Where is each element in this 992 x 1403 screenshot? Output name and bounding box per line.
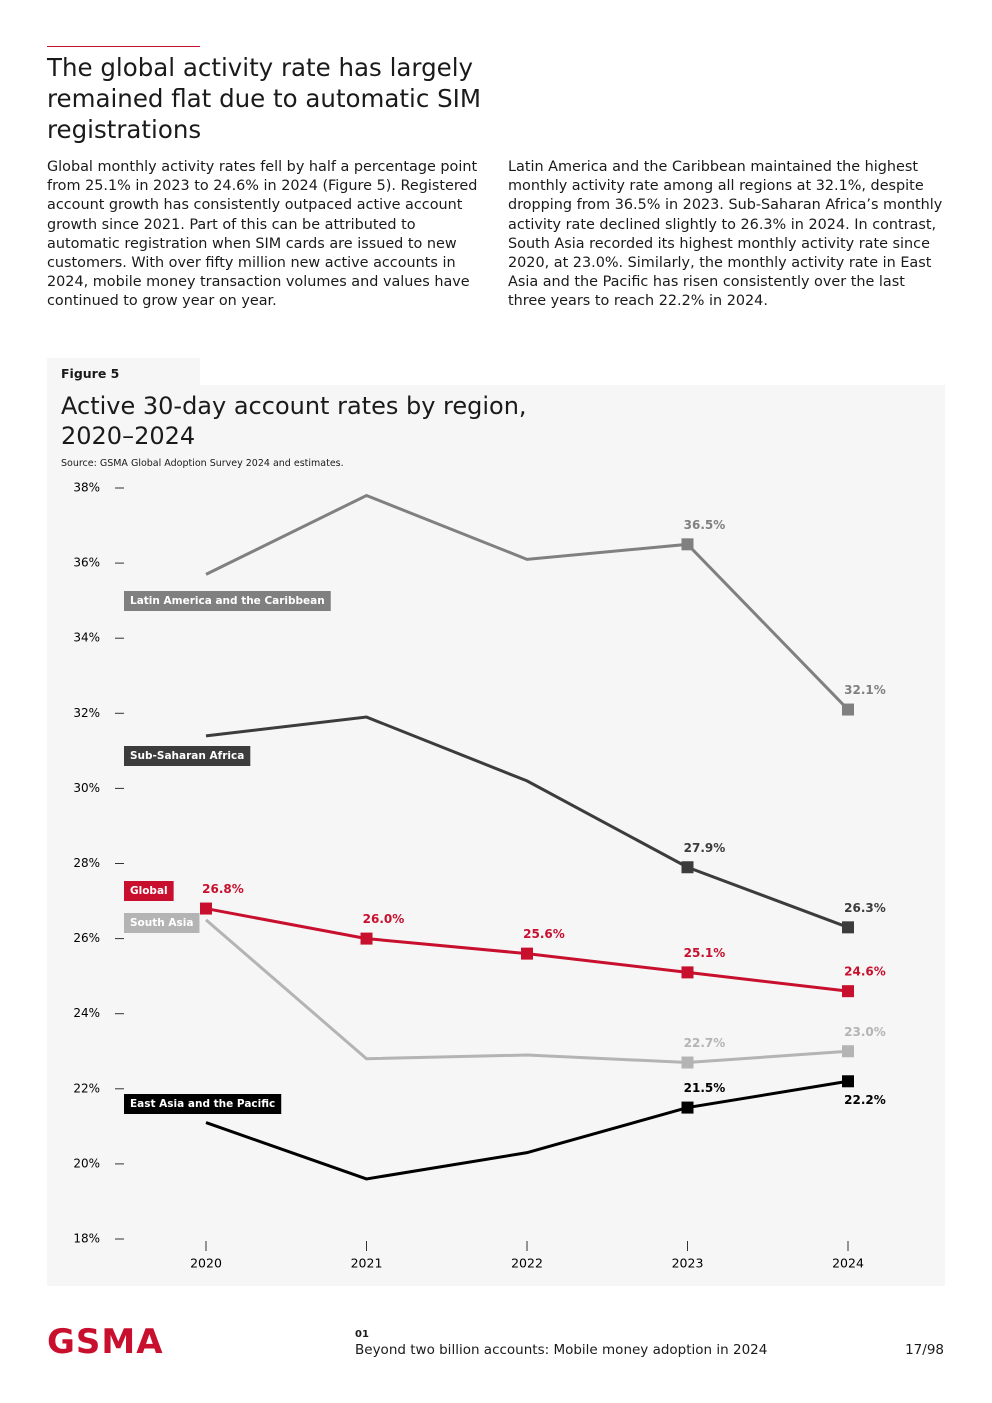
data-point [681, 861, 694, 874]
series-name-tag: Sub-Saharan Africa [124, 746, 251, 766]
data-point [842, 703, 854, 716]
x-tick-label: 2024 [832, 1256, 864, 1271]
series-name: Sub-Saharan Africa [130, 750, 244, 762]
data-point [360, 932, 373, 945]
series-line [205, 918, 849, 1065]
data-label: 23.0% [844, 1025, 886, 1039]
figure-label: Figure 5 [61, 366, 120, 381]
logo: GSMA [47, 1322, 164, 1362]
y-tick-label: 22% [73, 1081, 100, 1095]
series-name: Latin America and the Caribbean [130, 595, 325, 607]
footer-title: Beyond two billion accounts: Mobile mone… [355, 1342, 768, 1358]
series-name-tag: East Asia and the Pacific [124, 1094, 282, 1114]
data-label: 24.6% [844, 965, 886, 979]
x-tick-label: 2020 [190, 1256, 222, 1271]
series-name-bg [124, 913, 200, 933]
data-label: 25.6% [523, 927, 565, 941]
body-right: Latin America and the Caribbean maintain… [508, 159, 943, 310]
section-number: 01 [355, 1329, 369, 1340]
y-tick-label: 28% [73, 856, 100, 870]
y-tick-label: 18% [73, 1232, 100, 1246]
accent-rule [47, 46, 200, 47]
data-point [681, 538, 694, 551]
data-label: 27.9% [684, 841, 726, 855]
data-point [842, 1045, 854, 1058]
data-label: 26.3% [844, 901, 886, 915]
y-tick-label: 26% [73, 931, 100, 945]
y-tick-label: 20% [73, 1156, 100, 1170]
page-number: 17/98 [905, 1342, 944, 1358]
body-left: Global monthly activity rates fell by ha… [47, 159, 478, 310]
page-title: The global activity rate has largely rem… [47, 53, 482, 144]
series-line [205, 1079, 849, 1181]
series-line [205, 493, 850, 711]
data-label: 36.5% [684, 518, 726, 532]
data-label: 21.5% [684, 1081, 726, 1095]
data-label: 26.0% [363, 912, 405, 926]
series-name-tag: South Asia [124, 913, 200, 933]
series-name: South Asia [130, 917, 193, 929]
chart-source: Source: GSMA Global Adoption Survey 2024… [61, 458, 344, 469]
series-name-bg [124, 591, 331, 611]
x-tick-label: 2023 [672, 1256, 704, 1271]
data-point [521, 947, 533, 960]
data-label: 26.8% [202, 882, 244, 896]
data-point [681, 1056, 694, 1069]
figure-tab [47, 358, 200, 385]
data-label: 22.2% [844, 1093, 886, 1107]
x-tick-label: 2021 [351, 1256, 383, 1271]
series-name: Global [130, 885, 168, 897]
x-tick-label: 2022 [511, 1256, 543, 1271]
y-tick-label: 36% [73, 556, 100, 570]
series-name: East Asia and the Pacific [130, 1098, 275, 1110]
data-point [842, 1075, 854, 1088]
series-name-tag: Latin America and the Caribbean [124, 591, 331, 611]
data-point [842, 985, 854, 998]
data-label: 25.1% [684, 946, 726, 960]
series-name-bg [124, 746, 251, 766]
chart-panel [47, 385, 945, 1286]
data-point [200, 902, 212, 915]
data-point [681, 1101, 694, 1114]
y-tick-label: 32% [73, 706, 100, 720]
series-name-bg [124, 881, 174, 901]
series-name-bg [124, 1094, 282, 1114]
chart-title: Active 30-day account rates by region, 2… [61, 392, 527, 450]
data-label: 32.1% [844, 683, 886, 697]
y-tick-label: 38% [73, 481, 100, 495]
data-point [681, 966, 694, 979]
y-tick-label: 24% [73, 1006, 100, 1020]
y-tick-label: 30% [73, 781, 100, 795]
data-label: 22.7% [684, 1036, 726, 1050]
series-name-tag: Global [124, 881, 174, 901]
y-tick-label: 34% [73, 631, 100, 645]
data-point [842, 921, 854, 934]
series-line [205, 715, 849, 929]
